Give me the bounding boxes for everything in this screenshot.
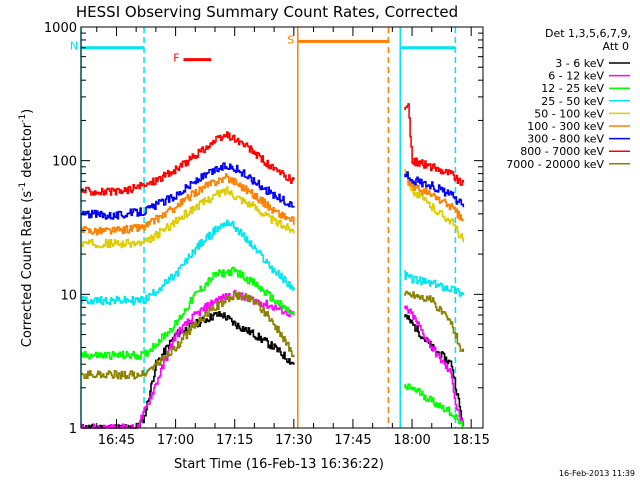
legend-label-7: 800 - 7000 keV — [520, 145, 604, 158]
legend-label-8: 7000 - 20000 keV — [506, 158, 604, 171]
y-axis-label-detector: detector — [20, 122, 35, 182]
series-7-segment-0 — [81, 131, 295, 196]
chart-title: HESSI Observing Summary Count Rates, Cor… — [76, 3, 458, 21]
series-0 — [81, 311, 465, 429]
annotation-label-2: S — [287, 33, 294, 46]
series-2-segment-1 — [404, 383, 464, 429]
series-8-segment-0 — [81, 291, 295, 380]
y-axis: 1 10 100 1000 — [44, 21, 483, 437]
x-tick-label: 17:30 — [275, 433, 312, 448]
plot-frame — [80, 26, 484, 429]
series-2 — [81, 266, 464, 429]
series-6-segment-1 — [404, 171, 465, 208]
legend-label-5: 100 - 300 keV — [527, 120, 604, 133]
x-tick-label: 16:45 — [98, 433, 135, 448]
series-7-segment-1 — [404, 103, 465, 186]
series-3 — [81, 219, 465, 306]
series-2-segment-0 — [81, 266, 295, 360]
legend-label-4: 50 - 100 keV — [534, 107, 604, 120]
x-tick-label: 18:00 — [393, 433, 430, 448]
y-axis-label-close: ) — [20, 109, 35, 114]
annotation-label-1: F — [173, 52, 179, 65]
legend-title-line2: Att 0 — [603, 40, 629, 53]
x-tick-label: 17:15 — [216, 433, 253, 448]
series-1-segment-1 — [404, 305, 465, 426]
y-axis-label-exp1: -1 — [18, 182, 28, 191]
y-tick-label: 100 — [52, 155, 77, 170]
series-8-segment-1 — [404, 290, 465, 352]
series-0-segment-0 — [81, 311, 295, 429]
series-7 — [81, 103, 465, 196]
series-3-segment-1 — [404, 270, 465, 297]
series-3-segment-0 — [81, 219, 295, 306]
series-4 — [81, 169, 465, 249]
series-5-segment-0 — [81, 173, 295, 236]
series-4-segment-1 — [404, 169, 465, 243]
x-tick-label: 18:15 — [452, 433, 489, 448]
x-axis: 16:45 17:00 17:15 17:30 17:45 18:00 18:15 — [96, 27, 490, 448]
annotation-label-0: N — [70, 40, 78, 53]
legend-label-2: 12 - 25 keV — [541, 82, 604, 95]
legend-label-0: 3 - 6 keV — [555, 57, 604, 70]
legend-label-1: 6 - 12 keV — [548, 70, 604, 83]
y-axis-label-main: Corrected Count Rate (s — [20, 191, 35, 348]
series-8 — [81, 290, 465, 380]
y-tick-label: 1 — [69, 422, 77, 437]
y-axis-label: Corrected Count Rate (s-1 detector-1) — [18, 109, 35, 347]
y-tick-label: 1000 — [44, 21, 77, 36]
series-6 — [81, 162, 465, 220]
plot-area: N F S — [70, 27, 465, 429]
series-4-segment-0 — [81, 186, 295, 249]
x-axis-label: Start Time (16-Feb-13 16:36:22) — [174, 457, 384, 472]
footer-timestamp: 16-Feb-2013 11:39 — [559, 469, 635, 478]
legend-label-3: 25 - 50 keV — [541, 95, 604, 108]
series-5-segment-1 — [404, 173, 465, 222]
series-6-segment-0 — [81, 162, 295, 220]
legend-title-line1: Det 1,3,5,6,7,9, — [545, 27, 631, 40]
y-axis-label-exp2: -1 — [18, 114, 28, 123]
x-tick-label: 17:45 — [334, 433, 371, 448]
series-5 — [81, 173, 465, 236]
x-tick-label: 17:00 — [157, 433, 194, 448]
legend-label-6: 300 - 800 keV — [527, 133, 604, 146]
y-tick-label: 10 — [60, 288, 77, 303]
series-0-segment-1 — [404, 314, 465, 427]
